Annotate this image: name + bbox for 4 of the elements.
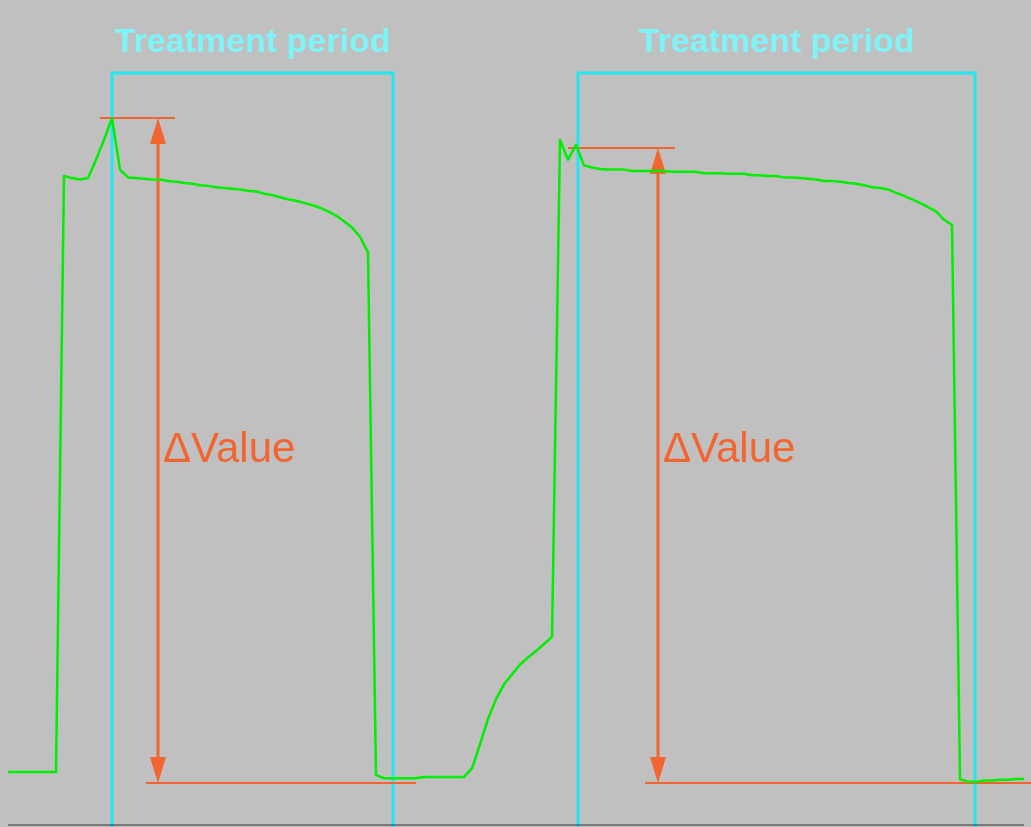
annotation: ΔValue	[663, 424, 796, 471]
annotation: ΔValue	[163, 424, 296, 471]
text: Treatment period	[114, 21, 391, 59]
text: Treatment period	[638, 21, 915, 59]
